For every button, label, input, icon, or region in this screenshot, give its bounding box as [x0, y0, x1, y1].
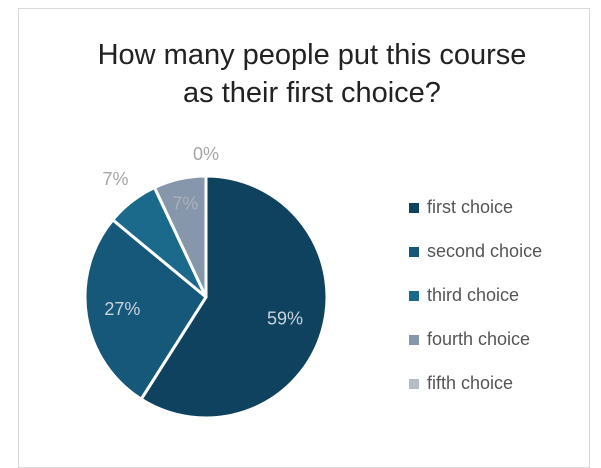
legend-swatch — [409, 247, 419, 257]
data-label: 27% — [104, 299, 140, 319]
legend-swatch — [409, 203, 419, 213]
data-label: 59% — [267, 309, 303, 329]
data-label: 0% — [193, 144, 219, 164]
legend-label: first choice — [427, 197, 513, 217]
legend-label: fifth choice — [427, 373, 513, 393]
chart-title: How many people put this course as their… — [97, 39, 527, 109]
legend-label: third choice — [427, 285, 519, 305]
data-label: 7% — [172, 194, 198, 214]
data-label: 7% — [103, 169, 129, 189]
pie-slice — [83, 218, 208, 401]
legend-swatch — [409, 291, 419, 301]
legend-swatch — [409, 335, 419, 345]
legend-label: second choice — [427, 241, 542, 261]
legend-swatch — [409, 379, 419, 389]
pie-slice — [139, 174, 329, 420]
legend-label: fourth choice — [427, 329, 530, 349]
